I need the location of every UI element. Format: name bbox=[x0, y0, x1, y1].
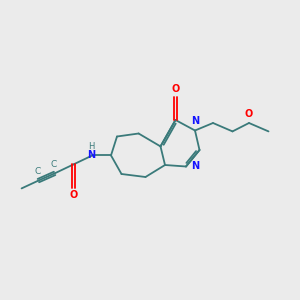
Text: O: O bbox=[245, 109, 253, 119]
Text: C: C bbox=[51, 160, 57, 169]
Text: N: N bbox=[87, 150, 95, 160]
Text: H: H bbox=[88, 142, 94, 151]
Text: O: O bbox=[69, 190, 78, 200]
Text: O: O bbox=[171, 84, 180, 94]
Text: N: N bbox=[191, 116, 200, 126]
Text: C: C bbox=[34, 167, 40, 176]
Text: N: N bbox=[191, 161, 200, 171]
